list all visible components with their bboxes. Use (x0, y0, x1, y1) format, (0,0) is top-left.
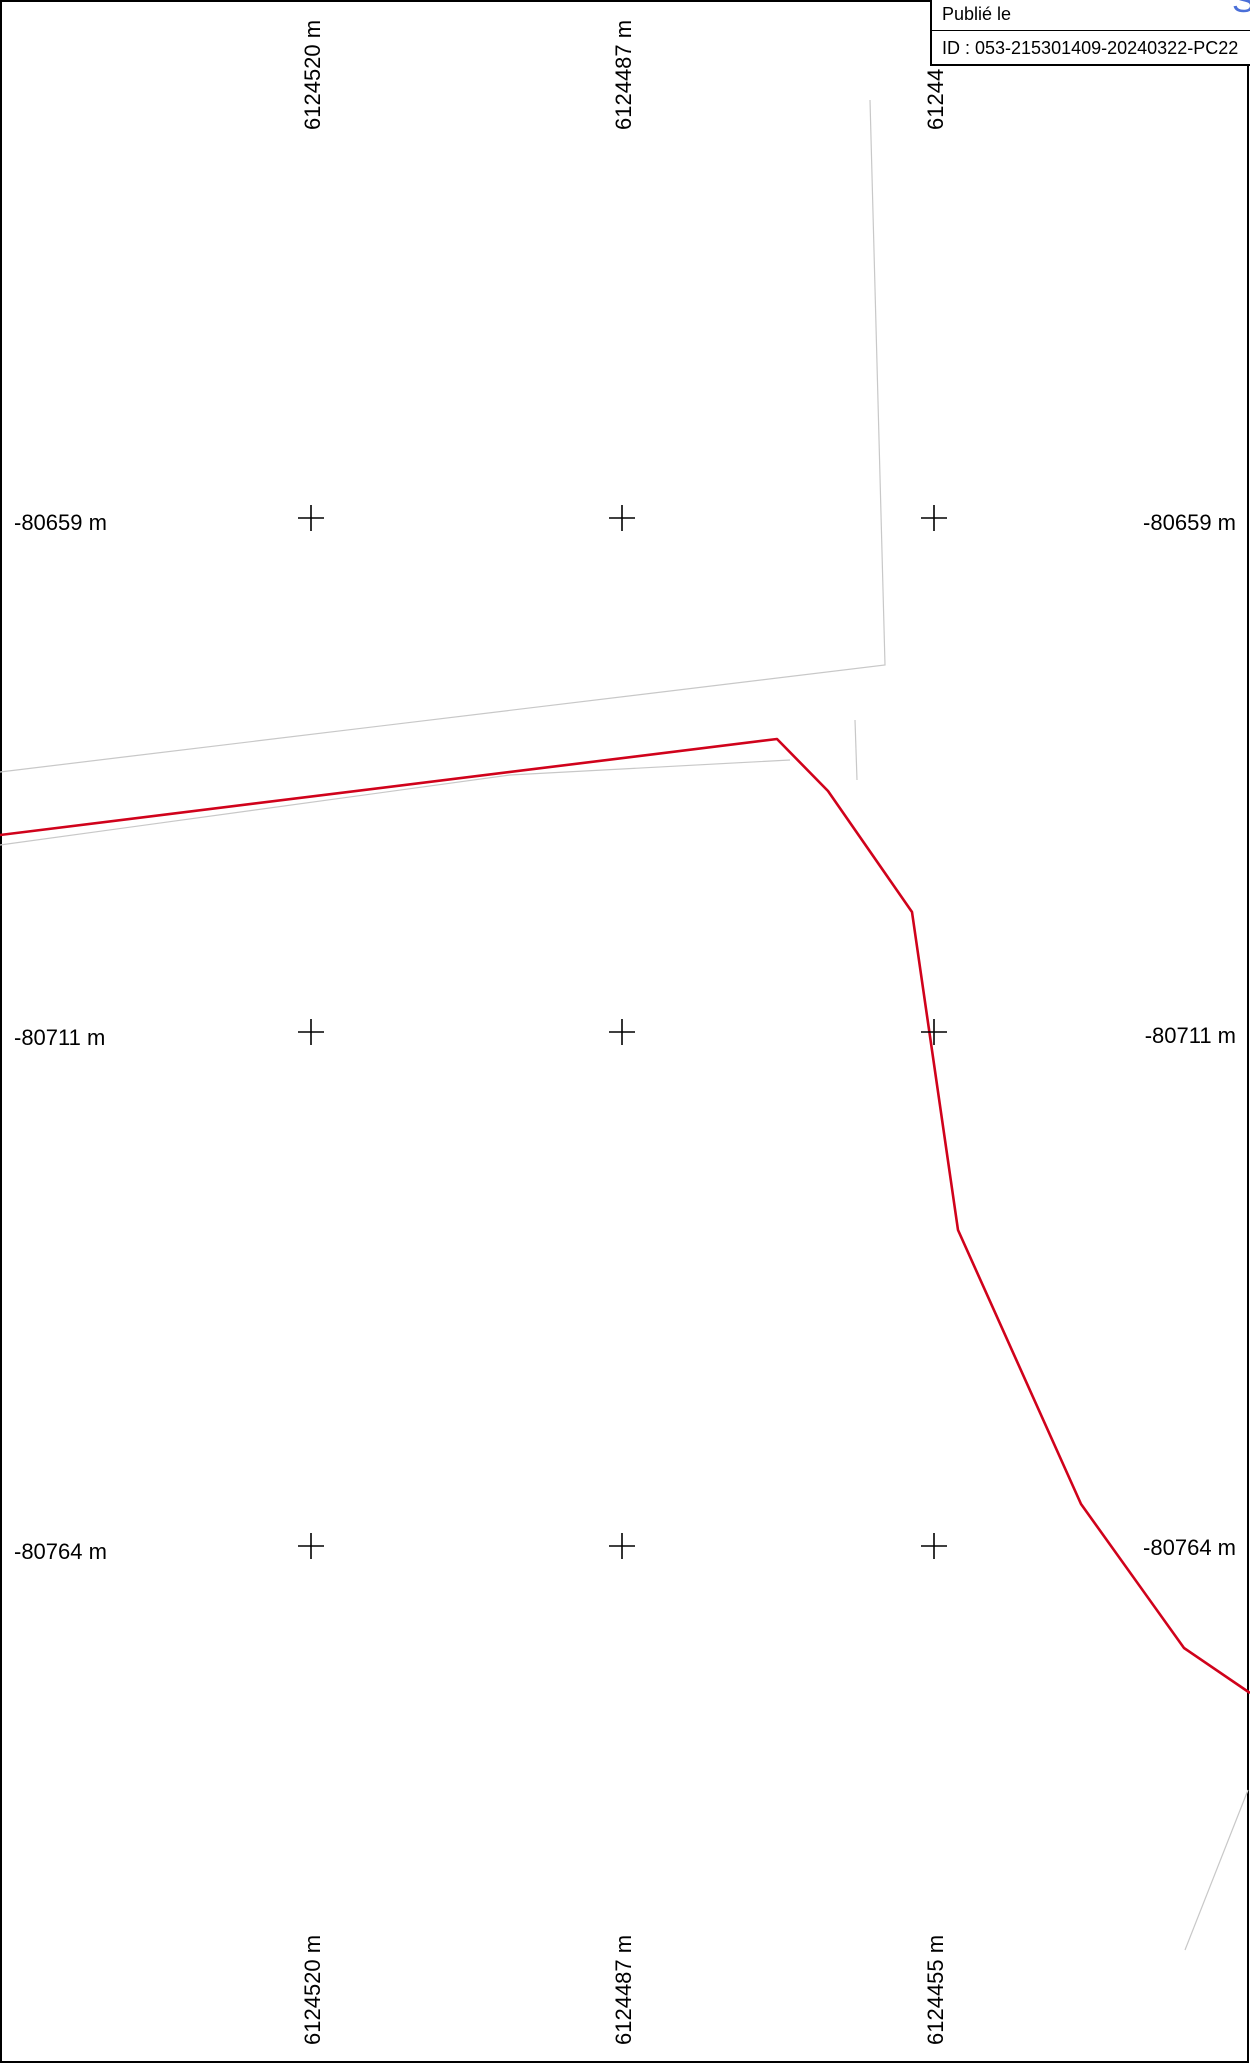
document-id: ID : 053-215301409-20240322-PC22 (942, 38, 1239, 58)
publication-stamp: Publié le ID : 053-215301409-20240322-PC… (930, 0, 1250, 66)
grid-cross (298, 1533, 324, 1559)
right-coord-label-3: -80764 m (1143, 1535, 1236, 1560)
top-coord-label-2: 6124487 m (611, 20, 636, 130)
left-coord-label-2: -80711 m (14, 1025, 105, 1050)
row-coordinate-labels: -80659 m -80659 m -80711 m -80711 m -807… (14, 510, 1236, 1564)
published-label: Publié le (942, 4, 1012, 24)
faint-line-vertical (854, 719, 858, 781)
right-coord-label-2: -80711 m (1145, 1023, 1236, 1048)
grid-cross (609, 1533, 635, 1559)
bottom-coord-label-3: 6124455 m (923, 1935, 948, 2045)
bottom-coord-label-2: 6124487 m (611, 1935, 636, 2045)
bottom-coordinate-labels: 6124520 m 6124487 m 6124455 m (300, 1935, 948, 2045)
grid-cross (298, 1019, 324, 1045)
right-coord-label-1: -80659 m (1143, 510, 1236, 535)
grid-crosses (298, 505, 947, 1559)
parcel-boundary-line (0, 737, 1250, 1695)
faint-line-bottom-right (1184, 1789, 1249, 1951)
faint-parcel-line-upper (0, 99, 886, 773)
faint-lines (0, 99, 1249, 1951)
grid-cross (609, 505, 635, 531)
bottom-coord-label-1: 6124520 m (300, 1935, 325, 2045)
stamp-divider (932, 30, 1250, 31)
top-coord-label-1: 6124520 m (300, 20, 325, 130)
top-coord-label-3: 61244 (923, 69, 948, 130)
stamp-logo-fragment-icon: S (1232, 0, 1250, 20)
left-coord-label-3: -80764 m (14, 1539, 107, 1564)
grid-cross (921, 1019, 947, 1045)
grid-cross (921, 505, 947, 531)
grid-cross (921, 1533, 947, 1559)
top-coordinate-labels: 6124520 m 6124487 m 61244 (300, 20, 948, 130)
faint-parcel-line-lower (0, 759, 791, 846)
grid-cross (609, 1019, 635, 1045)
grid-cross (298, 505, 324, 531)
left-coord-label-1: -80659 m (14, 510, 107, 535)
